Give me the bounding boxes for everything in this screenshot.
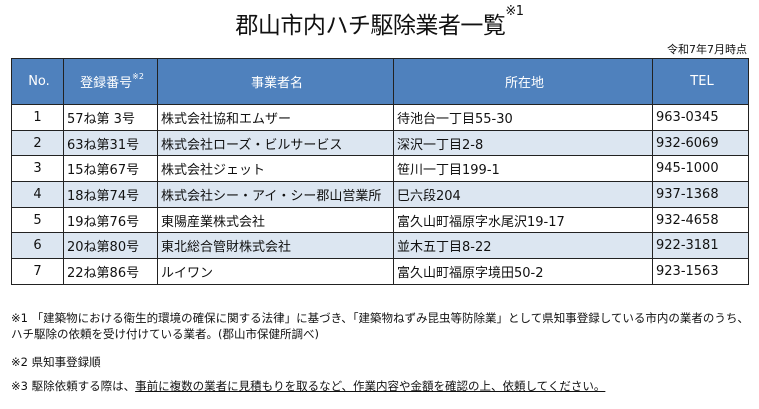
cell-no: 1 — [11, 104, 64, 131]
cell-address: 富久山町福原字境田50-2 — [393, 258, 653, 285]
cell-address: 待池台一丁目55-30 — [393, 104, 653, 131]
cell-no: 7 — [11, 258, 64, 285]
cell-no: 2 — [11, 129, 64, 157]
table-row: 4 18ね第74号 株式会社シー・アイ・シー郡山営業所 巳六段204 937-1368 — [11, 181, 749, 208]
table-row: 2 63ね第31号 株式会社ローズ・ビルサービス 深沢一丁目2-8 932-6069 — [11, 129, 749, 157]
cell-address: 富久山町福原字水尾沢19-17 — [393, 206, 653, 234]
table-row: 6 20ね第80号 東北総合管財株式会社 並木五丁目8-22 922-3181 — [11, 232, 749, 260]
table-row: 3 15ね第67号 株式会社ジェット 笹川一丁目199-1 945-1000 — [11, 155, 749, 183]
cell-name: 株式会社シー・アイ・シー郡山営業所 — [157, 181, 394, 208]
cell-tel: 945-1000 — [652, 155, 749, 183]
title-text: 郡山市内ハチ駆除業者一覧 — [235, 13, 506, 39]
cell-tel: 963-0345 — [652, 104, 749, 131]
cell-reg: 19ね第76号 — [63, 206, 158, 234]
cell-name: 株式会社協和エムザー — [157, 104, 394, 131]
table-row: 7 22ね第86号 ルイワン 富久山町福原字境田50-2 923-1563 — [11, 258, 749, 285]
table-row: 1 57ね第 3号 株式会社協和エムザー 待池台一丁目55-30 963-0345 — [11, 104, 749, 131]
cell-tel: 922-3181 — [652, 232, 749, 260]
cell-no: 3 — [11, 155, 64, 183]
page-title: 郡山市内ハチ駆除業者一覧※1 — [0, 4, 759, 40]
header-reg-mark: ※2 — [132, 72, 144, 81]
cell-reg: 57ね第 3号 — [63, 104, 158, 131]
header-reg-label: 登録番号 — [80, 76, 133, 91]
table-header-row: No. 登録番号※2 事業者名 所在地 TEL — [11, 58, 749, 105]
cell-name: 株式会社ジェット — [157, 155, 394, 183]
note-3: ※3 駆除依頼する際は、事前に複数の業者に見積もりを取るなど、作業内容や金額を確… — [11, 378, 751, 394]
note-2: ※2 県知事登録順 — [11, 355, 101, 369]
cell-reg: 15ね第67号 — [63, 155, 158, 183]
title-note-mark: ※1 — [505, 4, 524, 19]
cell-tel: 932-4658 — [652, 206, 749, 234]
header-tel: TEL — [652, 58, 749, 105]
as-of-date: 令和7年7月時点 — [667, 43, 747, 56]
cell-reg: 63ね第31号 — [63, 129, 158, 157]
cell-address: 巳六段204 — [393, 181, 653, 208]
cell-name: 株式会社ローズ・ビルサービス — [157, 129, 394, 157]
header-no: No. — [11, 58, 64, 105]
header-name: 事業者名 — [157, 58, 394, 105]
note-3-prefix: ※3 駆除依頼する際は、 — [11, 379, 136, 393]
cell-tel: 937-1368 — [652, 181, 749, 208]
cell-address: 並木五丁目8-22 — [393, 232, 653, 260]
note-1: ※1 「建築物における衛生的環境の確保に関する法律」に基づき、「建築物ねずみ昆虫… — [11, 311, 749, 341]
cell-name: 東北総合管財株式会社 — [157, 232, 394, 260]
cell-address: 笹川一丁目199-1 — [393, 155, 653, 183]
cell-no: 5 — [11, 206, 64, 234]
cell-reg: 18ね第74号 — [63, 181, 158, 208]
footnotes: ※1 「建築物における衛生的環境の確保に関する法律」に基づき、「建築物ねずみ昆虫… — [11, 310, 751, 394]
cell-no: 4 — [11, 181, 64, 208]
cell-name: ルイワン — [157, 258, 394, 285]
table-row: 5 19ね第76号 東陽産業株式会社 富久山町福原字水尾沢19-17 932-4658 — [11, 206, 749, 234]
cell-tel: 932-6069 — [652, 129, 749, 157]
cell-address: 深沢一丁目2-8 — [393, 129, 653, 157]
cell-name: 東陽産業株式会社 — [157, 206, 394, 234]
note-3-emphasis: 事前に複数の業者に見積もりを取るなど、作業内容や金額を確認の上、依頼してください… — [135, 379, 606, 393]
header-address: 所在地 — [393, 58, 653, 105]
header-reg: 登録番号※2 — [63, 58, 158, 105]
cell-reg: 20ね第80号 — [63, 232, 158, 260]
cell-tel: 923-1563 — [652, 258, 749, 285]
cell-no: 6 — [11, 232, 64, 260]
vendor-table: No. 登録番号※2 事業者名 所在地 TEL 1 57ね第 3号 株式会社協和エム… — [11, 58, 749, 285]
cell-reg: 22ね第86号 — [63, 258, 158, 285]
